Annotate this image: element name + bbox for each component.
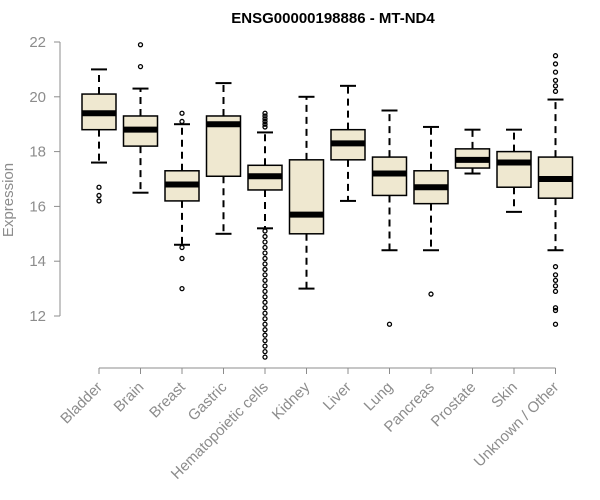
- outlier-point: [552, 53, 559, 59]
- outlier-point: [179, 110, 185, 116]
- outlier-point: [262, 244, 268, 251]
- outlier-point: [137, 42, 144, 48]
- box-liver: [330, 84, 366, 202]
- outlier-point: [179, 118, 185, 125]
- outlier-point: [552, 272, 559, 278]
- outlier-point: [179, 285, 185, 292]
- outlier-point: [262, 283, 268, 289]
- box-breast: [164, 110, 200, 292]
- box-iqr: [496, 150, 532, 188]
- box-hematopoietic-cells: [247, 110, 283, 360]
- outlier-point: [552, 83, 559, 89]
- outlier-point: [552, 283, 559, 289]
- outlier-point: [262, 255, 268, 262]
- outlier-point: [552, 69, 559, 75]
- outlier-point: [262, 239, 268, 245]
- outlier-point: [96, 192, 102, 199]
- y-tick-label: 16: [29, 198, 46, 215]
- x-tick-label: Skin: [488, 379, 521, 412]
- x-tick-label: Brain: [111, 379, 148, 416]
- y-axis: 12 14 16 18 20 22: [29, 34, 61, 325]
- outlier-point: [262, 327, 268, 333]
- outlier-point: [137, 64, 144, 70]
- outlier-point: [428, 291, 434, 297]
- outlier-point: [262, 277, 268, 284]
- x-tick-label: Lung: [361, 379, 397, 415]
- x-tick-label: Liver: [320, 379, 355, 414]
- outlier-point: [552, 77, 559, 84]
- outlier-point: [552, 277, 559, 284]
- outlier-point: [552, 321, 559, 327]
- outlier-point: [552, 307, 559, 314]
- outlier-point: [552, 61, 559, 67]
- box-skin: [496, 128, 532, 213]
- outlier-point: [552, 264, 559, 270]
- chart-title: ENSG00000198886 - MT-ND4: [231, 10, 435, 27]
- box-pancreas: [413, 125, 449, 297]
- box-lung: [371, 109, 408, 327]
- box-iqr: [288, 159, 325, 235]
- outlier-point: [262, 321, 268, 327]
- x-tick-label: Kidney: [269, 378, 314, 423]
- box-brain: [122, 42, 159, 194]
- outlier-point: [262, 310, 268, 316]
- outlier-point: [96, 198, 102, 204]
- outlier-point: [262, 343, 268, 349]
- outlier-point: [262, 116, 268, 122]
- outlier-point: [96, 184, 102, 190]
- outlier-point: [262, 299, 268, 305]
- outlier-point: [262, 316, 268, 322]
- outlier-point: [262, 305, 268, 311]
- outlier-point: [552, 288, 559, 294]
- y-tick-label: 20: [29, 89, 46, 106]
- outlier-point: [262, 288, 268, 294]
- outlier-point: [262, 228, 268, 234]
- y-axis-label: Expression: [0, 163, 17, 237]
- box-prostate: [454, 128, 491, 175]
- outlier-point: [262, 250, 268, 256]
- outlier-point: [262, 354, 268, 360]
- box-unknown-other: [537, 53, 574, 327]
- outlier-point: [262, 348, 268, 355]
- box-gastric: [205, 82, 242, 235]
- x-tick-label: Breast: [146, 378, 189, 421]
- outlier-point: [262, 233, 268, 240]
- box-kidney: [288, 95, 325, 290]
- outlier-point: [179, 244, 185, 251]
- outlier-point: [552, 305, 559, 311]
- boxes-group: [81, 42, 574, 360]
- y-tick-label: 12: [29, 308, 46, 325]
- outlier-point: [262, 124, 268, 130]
- x-tick-label: Bladder: [57, 379, 106, 428]
- outlier-point: [262, 118, 268, 125]
- y-tick-label: 18: [29, 144, 46, 161]
- outlier-point: [179, 255, 185, 262]
- outlier-point: [262, 338, 268, 344]
- y-tick-label: 14: [29, 253, 46, 270]
- x-tick-label: Prostate: [428, 379, 480, 431]
- outlier-point: [262, 332, 268, 338]
- outlier-point: [386, 321, 393, 327]
- outlier-point: [262, 266, 268, 273]
- outlier-point: [262, 110, 268, 116]
- outlier-point: [552, 88, 559, 94]
- outlier-point: [262, 121, 268, 127]
- outlier-point: [262, 272, 268, 278]
- y-tick-label: 22: [29, 34, 46, 51]
- outlier-point: [262, 261, 268, 267]
- outlier-point: [262, 294, 268, 300]
- outlier-point: [262, 113, 268, 119]
- box-bladder: [81, 68, 117, 204]
